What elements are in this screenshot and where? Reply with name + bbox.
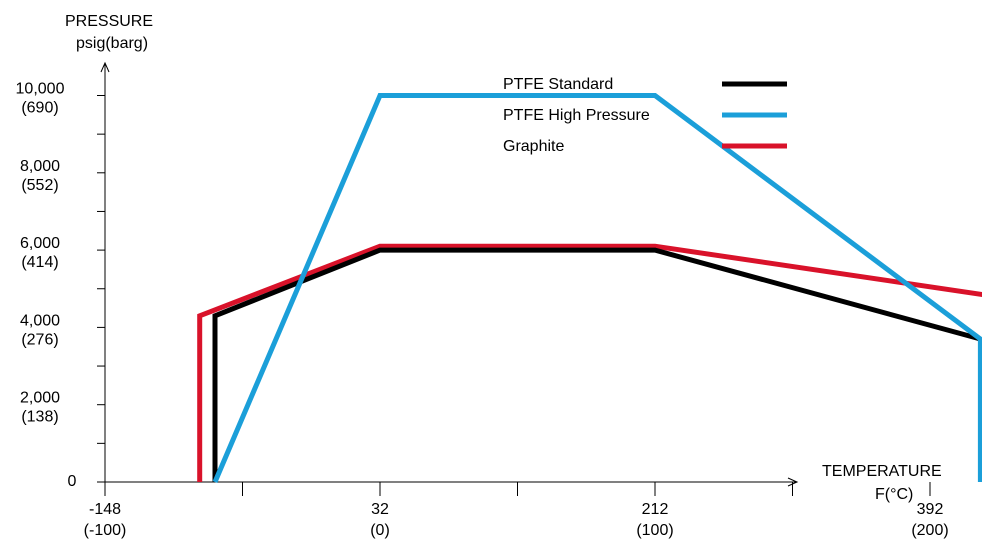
y-axis-label-line1: PRESSURE (65, 13, 153, 30)
y-tick-sublabel: (690) (21, 100, 58, 117)
x-tick-sublabel: (0) (370, 522, 390, 539)
y-tick-sublabel: (414) (21, 254, 58, 271)
y-axis-arrow (100, 61, 110, 73)
x-tick-label: 212 (642, 501, 669, 518)
x-axis-label-line2: F(°C) (875, 486, 913, 503)
legend-label-graphite: Graphite (503, 138, 564, 155)
legend: PTFE Standard PTFE High Pressure Graphit… (503, 76, 787, 155)
series-line-ptfe-standard (212, 247, 982, 482)
y-axis-label-line2: psig(barg) (76, 35, 148, 52)
x-tick-label: 392 (917, 501, 944, 518)
y-tick-label: 10,000 (16, 81, 65, 98)
tick-marks (97, 95, 931, 496)
legend-label-ptfe-high-pressure: PTFE High Pressure (503, 107, 650, 124)
x-tick-label: -148 (89, 501, 121, 518)
y-tick-sublabel: (552) (21, 177, 58, 194)
series-line-graphite (197, 243, 982, 482)
y-tick-sublabel: (276) (21, 331, 58, 348)
legend-label-ptfe-standard: PTFE Standard (503, 76, 613, 93)
x-tick-sublabel: (-100) (84, 522, 127, 539)
y-tick-sublabel: (138) (21, 409, 58, 426)
y-tick-label: 8,000 (20, 158, 60, 175)
x-tick-label: 32 (371, 501, 389, 518)
x-tick-sublabel: (100) (636, 522, 673, 539)
x-tick-sublabel: (200) (911, 522, 948, 539)
tick-labels: -148(-100)32(0)212(100)392(200)572(300)7… (16, 81, 949, 540)
y-tick-label: 2,000 (20, 390, 60, 407)
x-axis-label-line1: TEMPERATURE (822, 463, 942, 480)
y-tick-label: 0 (68, 473, 77, 490)
series-line-ptfe-high-pressure (212, 93, 982, 483)
series-lines (197, 93, 982, 483)
y-tick-label: 6,000 (20, 235, 60, 252)
y-tick-label: 4,000 (20, 312, 60, 329)
x-axis-arrow (787, 477, 799, 487)
